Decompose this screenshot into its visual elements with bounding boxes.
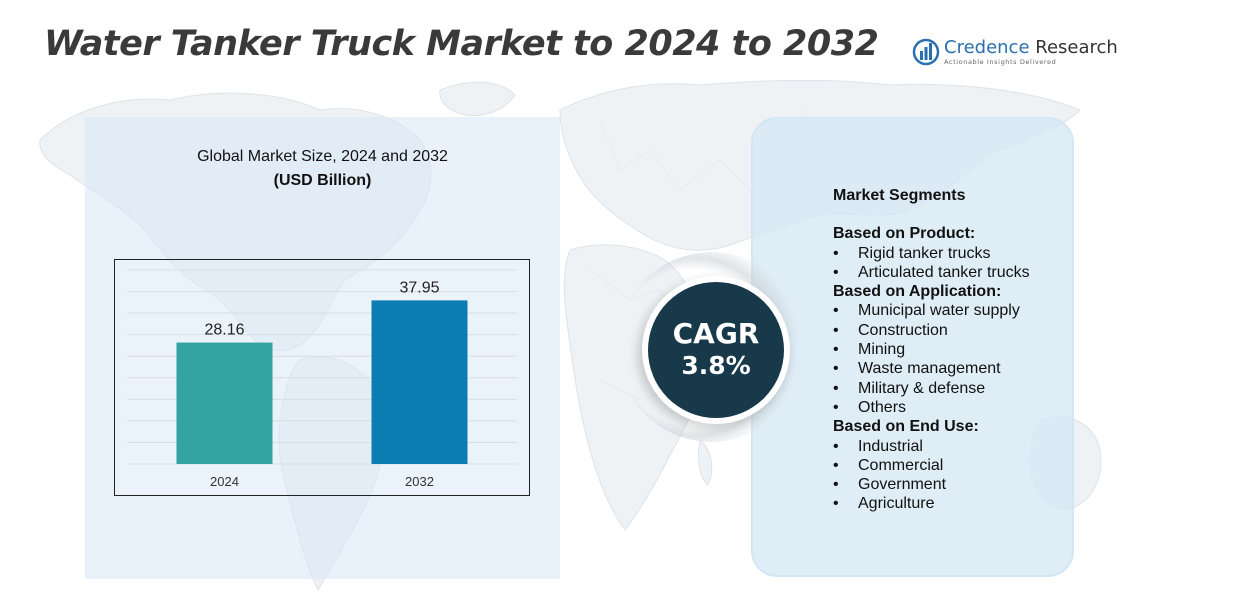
chart-heading-unit: (USD Billion)	[273, 172, 372, 189]
segment-group-heading: Based on Application:	[833, 283, 1002, 301]
x-tick-label: 2024	[210, 474, 239, 489]
chart-heading: Global Market Size, 2024 and 2032 (USD B…	[85, 148, 560, 190]
market-size-panel	[85, 117, 560, 579]
segment-item: Mining	[833, 340, 1093, 360]
segment-group-heading: Based on Product:	[833, 225, 976, 243]
bar-2024	[176, 342, 273, 464]
cagr-value: 3.8%	[681, 351, 751, 380]
bar-2032	[371, 300, 468, 464]
segment-item: Industrial	[833, 437, 1093, 457]
segment-item: Commercial	[833, 456, 1093, 476]
segment-item: Others	[833, 398, 1093, 418]
segment-item: Military & defense	[833, 379, 1093, 399]
segment-group-heading: Based on End Use:	[833, 418, 979, 436]
segment-item: Construction	[833, 321, 1093, 341]
market-segments: Market Segments Based on Product: Rigid …	[833, 186, 1093, 514]
logo-tagline: Actionable Insights Delivered	[944, 58, 1057, 66]
x-tick-label: 2032	[405, 474, 434, 489]
cagr-label: CAGR	[672, 317, 760, 350]
segments-title: Market Segments	[833, 187, 966, 204]
data-label: 37.95	[399, 279, 439, 296]
logo-name-part1: Credence	[944, 37, 1030, 58]
bar-chart: 28.16 2024 37.95 2032	[127, 269, 517, 489]
data-label: 28.16	[204, 322, 244, 339]
page-title: Water Tanker Truck Market to 2024 to 203…	[44, 24, 879, 64]
cagr-badge: CAGR 3.8%	[648, 282, 784, 418]
segment-item: Agriculture	[833, 494, 1093, 514]
segment-item: Waste management	[833, 359, 1093, 379]
segment-item: Articulated tanker trucks	[833, 263, 1093, 283]
logo-name-part2: Research	[1035, 37, 1118, 58]
segment-item: Rigid tanker trucks	[833, 244, 1093, 264]
brand-logo: Credence Research Actionable Insights De…	[912, 36, 1118, 72]
segment-item: Government	[833, 475, 1093, 495]
segment-item: Municipal water supply	[833, 301, 1093, 321]
logo-name: Credence Research	[944, 37, 1118, 58]
bar-chart-frame: 28.16 2024 37.95 2032	[114, 259, 530, 496]
bar-chart-logo-icon	[912, 38, 940, 66]
chart-heading-line1: Global Market Size, 2024 and 2032	[197, 148, 448, 165]
